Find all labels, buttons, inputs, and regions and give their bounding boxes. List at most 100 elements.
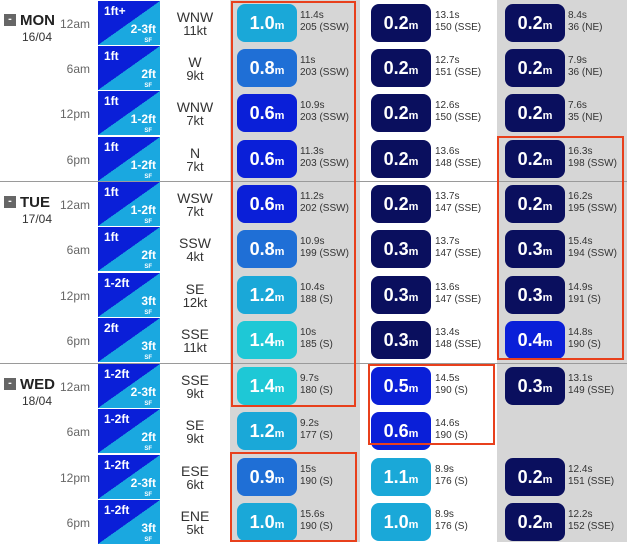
wind-direction: WNW xyxy=(176,9,214,25)
swell-height-pill: 0.9m xyxy=(237,458,297,496)
row-time: 6pm xyxy=(66,153,90,167)
swell-direction: 151 (SSE) xyxy=(568,476,615,487)
swell-direction: 148 (SSE) xyxy=(435,339,482,350)
swell-height-pill: 0.3m xyxy=(371,230,431,268)
swell-height-value: 1.0 xyxy=(249,13,275,33)
swell-period: 8.9s xyxy=(435,509,454,520)
swell-height-value: 0.2 xyxy=(517,103,543,123)
day-name: MON xyxy=(20,12,55,29)
swell-height-value: 0.3 xyxy=(383,285,409,305)
wind-direction: W xyxy=(188,54,202,70)
swell-direction: 198 (SSW) xyxy=(568,158,617,169)
highlight-box xyxy=(230,452,357,542)
swell-height-unit: m xyxy=(274,519,285,531)
surf-min-label: 1ft xyxy=(104,230,119,244)
swell-height-unit: m xyxy=(408,201,419,213)
swell-height-unit: m xyxy=(408,337,419,349)
swell-height-pill: 0.2m xyxy=(505,140,565,178)
surf-min-label: 1-2ft xyxy=(104,276,130,290)
swell-height-unit: m xyxy=(408,20,419,32)
swell-height-unit: m xyxy=(542,110,553,122)
swell-height-value: 0.2 xyxy=(517,58,543,78)
wind-speed: 11kt xyxy=(183,23,207,38)
collapse-tue-button[interactable]: - xyxy=(4,196,16,208)
surf-sf-label: SF xyxy=(144,174,152,180)
swell-period: 12.7s xyxy=(435,55,460,66)
swell1-column-bg xyxy=(230,0,360,542)
swell-height-pill: 0.2m xyxy=(371,185,431,223)
swell-period: 12.4s xyxy=(568,464,593,475)
surf-sf-label: SF xyxy=(144,219,152,225)
swell-height-unit: m xyxy=(408,156,419,168)
collapse-wed-button[interactable]: - xyxy=(4,378,16,390)
surf-min-label: 1-2ft xyxy=(104,367,130,381)
surf-min-label: 1ft xyxy=(104,49,119,63)
swell-info: 16.3s 198 (SSW) xyxy=(568,146,617,170)
wind-speed: 7kt xyxy=(186,204,204,219)
swell-period: 13.1s xyxy=(568,373,593,384)
swell-period: 10.9s xyxy=(300,100,325,111)
wind-speed: 11kt xyxy=(183,340,207,355)
swell-height-unit: m xyxy=(408,474,419,486)
swell-period: 15.6s xyxy=(300,509,325,520)
swell-info: 13.7s 147 (SSE) xyxy=(435,236,481,260)
swell-direction: 35 (NE) xyxy=(568,112,603,123)
swell-height-unit: m xyxy=(274,383,285,395)
swell-height-pill: 0.8m xyxy=(237,230,297,268)
swell-height-unit: m xyxy=(542,337,553,349)
wind-cell: ESE 6kt xyxy=(160,464,230,491)
swell-height-pill: 1.0m xyxy=(237,503,297,541)
swell-info: 8.4s 36 (NE) xyxy=(568,10,602,34)
surf-height-cell: 1ft 1-2ft SF xyxy=(98,137,160,181)
surf-min-label: 1-2ft xyxy=(104,412,130,426)
swell-height-pill: 0.3m xyxy=(505,276,565,314)
swell-height-unit: m xyxy=(274,292,285,304)
swell-height-value: 0.4 xyxy=(517,330,543,350)
swell-period: 11.3s xyxy=(300,146,324,157)
swell-info: 10.9s 203 (SSW) xyxy=(300,100,349,124)
wind-direction: SE xyxy=(185,281,205,297)
swell-height-value: 0.3 xyxy=(383,239,409,259)
surf-max-label: 2-3ft xyxy=(130,385,156,399)
swell-height-value: 1.4 xyxy=(249,376,275,396)
swell-height-pill: 0.2m xyxy=(505,185,565,223)
swell-info: 11s 203 (SSW) xyxy=(300,55,349,79)
swell-info: 7.6s 35 (NE) xyxy=(568,100,602,124)
surf-max-label: 1-2ft xyxy=(130,112,156,126)
wind-speed: 4kt xyxy=(186,249,204,264)
surf-height-cell: 1ft 2ft SF xyxy=(98,46,160,90)
row-time: 12pm xyxy=(59,289,90,303)
swell-period: 13.7s xyxy=(435,191,460,202)
swell-height-unit: m xyxy=(408,246,419,258)
swell-period: 9.2s xyxy=(300,418,319,429)
swell-height-pill: 0.3m xyxy=(505,367,565,405)
day-date: 18/04 xyxy=(22,394,53,408)
swell-height-unit: m xyxy=(408,110,419,122)
collapse-mon-button[interactable]: - xyxy=(4,14,16,26)
wind-cell: SE 9kt xyxy=(160,418,230,445)
swell-height-value: 0.6 xyxy=(249,149,275,169)
wind-cell: SSE 11kt xyxy=(160,327,230,354)
swell-direction: 190 (S) xyxy=(435,430,468,441)
swell-height-unit: m xyxy=(408,292,419,304)
swell-period: 14.9s xyxy=(568,282,593,293)
swell-height-unit: m xyxy=(408,65,419,77)
wind-cell: SE 12kt xyxy=(160,282,230,309)
swell-info: 11.2s 202 (SSW) xyxy=(300,191,349,215)
wind-cell: WNW 11kt xyxy=(160,10,230,37)
swell-period: 13.7s xyxy=(435,236,460,247)
swell-period: 16.2s xyxy=(568,191,593,202)
surf-height-cell: 1ft+ 2-3ft SF xyxy=(98,1,160,45)
surf-min-label: 1ft xyxy=(104,140,119,154)
swell-height-unit: m xyxy=(408,428,419,440)
swell-period: 15.4s xyxy=(568,236,593,247)
swell-height-value: 0.2 xyxy=(383,194,409,214)
swell-height-unit: m xyxy=(542,519,553,531)
swell-direction: 151 (SSE) xyxy=(435,67,482,78)
swell-period: 14.6s xyxy=(435,418,460,429)
row-time: 12am xyxy=(59,17,90,31)
swell-direction: 148 (SSE) xyxy=(435,158,482,169)
surf-max-label: 2-3ft xyxy=(130,476,156,490)
swell-info: 13.6s 147 (SSE) xyxy=(435,282,481,306)
surf-height-cell: 1ft 2ft SF xyxy=(98,227,160,271)
